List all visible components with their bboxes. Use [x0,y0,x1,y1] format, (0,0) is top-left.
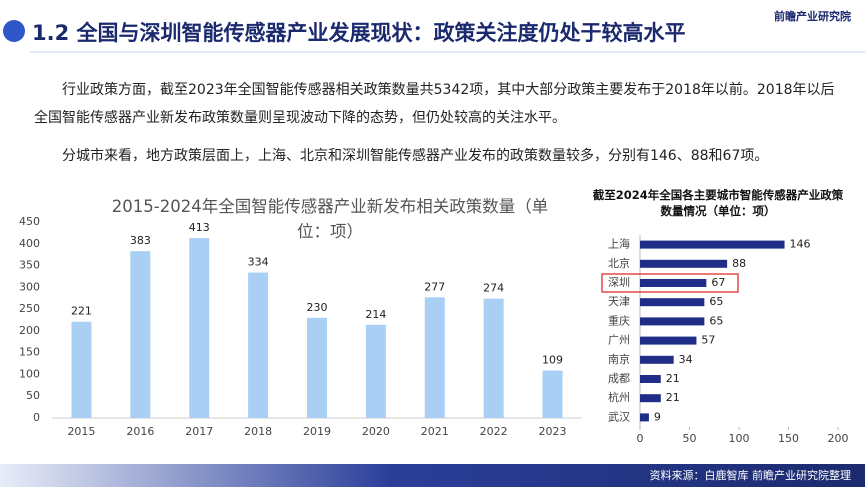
data-label: 274 [483,282,504,295]
data-label: 146 [790,238,811,251]
y-tick-label: 南京 [608,352,630,366]
x-tick-label: 2018 [244,425,272,438]
data-label: 9 [654,410,661,423]
y-tick-label: 上海 [608,237,630,251]
y-tick-label: 300 [19,280,40,293]
y-tick-label: 武汉 [608,410,630,423]
bar [640,413,649,422]
bar [365,324,386,418]
bar [640,394,661,403]
x-tick-label: 2023 [539,425,567,438]
x-tick-label: 100 [729,432,750,445]
y-tick-label: 50 [26,389,40,402]
x-tick-label: 200 [828,432,849,445]
x-tick-label: 0 [637,432,644,445]
paragraph: 分城市来看，地方政策层面上，上海、北京和深圳智能传感器产业发布的政策数量较多，分… [62,148,769,164]
paragraph: 行业政策方面，截至2023年全国智能传感器相关政策数量共5342项，其中大部分政… [34,82,835,126]
data-label: 214 [365,308,386,321]
y-tick-label: 广州 [608,334,630,347]
bar [542,370,563,418]
y-tick-label: 350 [19,259,40,272]
y-tick-label: 400 [19,237,40,250]
bar [130,251,151,418]
bar [483,298,504,418]
data-label: 109 [542,354,563,367]
bar [71,321,92,418]
source-note: 资料来源：白鹿智库 前瞻产业研究院整理 [649,469,852,482]
data-label: 65 [709,314,723,327]
data-label: 65 [709,295,723,308]
bar [640,355,674,364]
header-deco [3,20,865,53]
data-label: 334 [248,256,269,269]
charts: 0 50 100 150 200 250 300 350 400 450 221 2015 383 201… [19,215,849,445]
footer-band [0,464,865,487]
x-tick-label: 2017 [185,425,213,438]
y-tick-label: 100 [19,367,40,380]
bar [640,259,728,268]
bar [640,336,697,345]
bar [640,298,705,307]
y-tick-label: 0 [33,411,40,424]
data-label: 88 [732,257,746,270]
y-tick-label: 成都 [608,372,630,385]
x-tick-label: 2019 [303,425,331,438]
y-tick-label: 250 [19,302,40,315]
bar [189,238,210,418]
header-dot [3,20,25,42]
y-tick-label: 150 [19,346,40,359]
y-tick-label: 杭州 [608,390,630,404]
data-label: 383 [130,234,151,247]
x-tick-label: 50 [683,432,697,445]
logo: 前瞻产业研究院 [774,10,851,23]
bar [307,317,327,418]
data-label: 67 [711,276,725,289]
y-tick-label: 天津 [608,295,630,308]
x-tick-label: 2022 [480,425,508,438]
bar [248,272,269,418]
y-tick-label: 200 [19,324,40,337]
y-tick-label: 重庆 [608,313,630,327]
x-tick-label: 2020 [362,425,390,438]
slide-title: 1.2 全国与深圳智能传感器产业发展现状：政策关注度仍处于较高水平 [32,21,686,45]
data-label: 57 [701,334,715,347]
x-tick-label: 2016 [126,425,154,438]
data-label: 21 [666,391,680,404]
bar [424,297,445,418]
data-label: 21 [666,372,680,385]
y-tick-label: 北京 [608,256,630,270]
bar [640,317,705,326]
chart-title: 截至2024年全国各主要城市智能传感器产业政策数量情况（单位：项） [592,188,844,218]
data-label: 221 [71,305,92,318]
data-label: 34 [679,353,693,366]
bar [640,375,661,383]
x-tick-label: 2021 [421,425,449,438]
bar [640,240,785,249]
data-label: 413 [189,221,210,234]
x-tick-label: 150 [778,432,799,445]
highlight-box [601,273,739,293]
data-label: 277 [424,280,445,293]
y-tick-label: 深圳 [608,276,630,289]
bar [640,279,707,287]
x-tick-label: 2015 [67,425,95,438]
chart-title: 2015-2024年全国智能传感器产业新发布相关政策数量（单位：项） [111,197,549,241]
data-label: 230 [307,301,328,314]
y-tick-label: 450 [19,215,40,228]
